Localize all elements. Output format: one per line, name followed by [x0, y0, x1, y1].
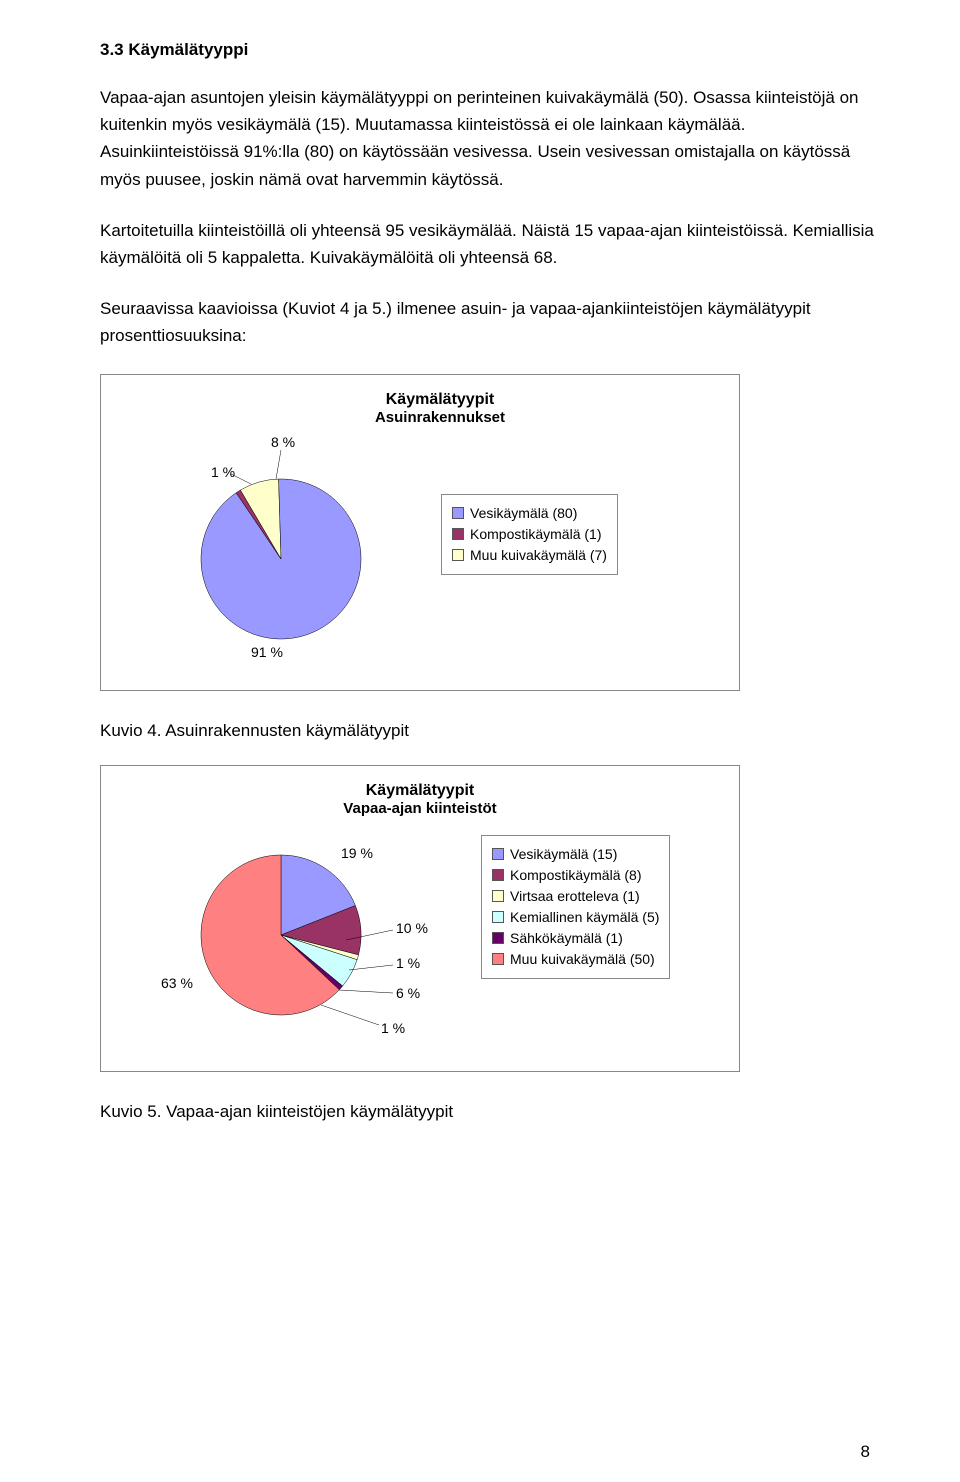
- leader-line: [339, 990, 393, 993]
- legend-swatch: [492, 848, 504, 860]
- chart-2-title: Käymälätyypit: [121, 782, 719, 800]
- legend-swatch: [492, 869, 504, 881]
- legend-label: Kompostikäymälä (8): [510, 865, 642, 886]
- legend-row: Vesikäymälä (80): [452, 503, 607, 524]
- legend-label: Vesikäymälä (80): [470, 503, 577, 524]
- legend-label: Kompostikäymälä (1): [470, 524, 602, 545]
- legend-swatch: [452, 507, 464, 519]
- pie2-label-10: 10 %: [396, 920, 428, 936]
- leader-line: [276, 450, 281, 479]
- legend-label: Virtsaa erotteleva (1): [510, 886, 640, 907]
- chart-1-legend: Vesikäymälä (80)Kompostikäymälä (1)Muu k…: [441, 494, 618, 575]
- paragraph-1: Vapaa-ajan asuntojen yleisin käymälätyyp…: [100, 84, 880, 193]
- pie2-label-63: 63 %: [161, 975, 193, 991]
- leader-line: [321, 1005, 379, 1025]
- chart-1-box: Käymälätyypit Asuinrakennukset 8 % 1 % 9…: [100, 374, 740, 691]
- legend-label: Vesikäymälä (15): [510, 844, 617, 865]
- caption-1: Kuvio 4. Asuinrakennusten käymälätyypit: [100, 721, 880, 741]
- paragraph-3: Seuraavissa kaavioissa (Kuviot 4 ja 5.) …: [100, 295, 880, 349]
- section-heading: 3.3 Käymälätyyppi: [100, 40, 880, 60]
- legend-row: Virtsaa erotteleva (1): [492, 886, 659, 907]
- leader-line: [349, 965, 393, 970]
- legend-row: Vesikäymälä (15): [492, 844, 659, 865]
- legend-label: Muu kuivakäymälä (50): [510, 949, 655, 970]
- legend-label: Kemiallinen käymälä (5): [510, 907, 659, 928]
- chart-2-titles: Käymälätyypit Vapaa-ajan kiinteistöt: [121, 782, 719, 817]
- legend-swatch: [492, 890, 504, 902]
- chart-1-pie: [121, 434, 421, 674]
- legend-row: Kompostikäymälä (1): [452, 524, 607, 545]
- legend-row: Sähkökäymälä (1): [492, 928, 659, 949]
- chart-2-box: Käymälätyypit Vapaa-ajan kiinteistöt 19 …: [100, 765, 740, 1072]
- legend-swatch: [452, 549, 464, 561]
- pie1-label-8: 8 %: [271, 434, 295, 450]
- chart-1-pie-area: 8 % 1 % 91 %: [121, 434, 421, 674]
- legend-row: Kompostikäymälä (8): [492, 865, 659, 886]
- pie2-label-6: 6 %: [396, 985, 420, 1001]
- legend-row: Kemiallinen käymälä (5): [492, 907, 659, 928]
- pie2-label-19: 19 %: [341, 845, 373, 861]
- legend-row: Muu kuivakäymälä (50): [492, 949, 659, 970]
- pie2-label-1b: 1 %: [381, 1020, 405, 1036]
- chart-2-pie-area: 19 % 10 % 1 % 6 % 1 % 63 %: [121, 825, 461, 1055]
- legend-swatch: [452, 528, 464, 540]
- legend-swatch: [492, 953, 504, 965]
- chart-1-title: Käymälätyypit: [161, 391, 719, 409]
- chart-2-legend: Vesikäymälä (15)Kompostikäymälä (8)Virts…: [481, 835, 670, 979]
- legend-swatch: [492, 911, 504, 923]
- legend-row: Muu kuivakäymälä (7): [452, 545, 607, 566]
- legend-label: Muu kuivakäymälä (7): [470, 545, 607, 566]
- page-number: 8: [861, 1442, 870, 1462]
- pie1-label-91: 91 %: [251, 644, 283, 660]
- legend-label: Sähkökäymälä (1): [510, 928, 623, 949]
- chart-2-subtitle: Vapaa-ajan kiinteistöt: [121, 800, 719, 817]
- chart-1-subtitle: Asuinrakennukset: [161, 409, 719, 426]
- caption-2: Kuvio 5. Vapaa-ajan kiinteistöjen käymäl…: [100, 1102, 880, 1122]
- pie1-label-1: 1 %: [211, 464, 235, 480]
- chart-2-pie: [121, 825, 461, 1055]
- paragraph-2: Kartoitetuilla kiinteistöillä oli yhteen…: [100, 217, 880, 271]
- chart-1-titles: Käymälätyypit Asuinrakennukset: [161, 391, 719, 426]
- pie2-label-1a: 1 %: [396, 955, 420, 971]
- legend-swatch: [492, 932, 504, 944]
